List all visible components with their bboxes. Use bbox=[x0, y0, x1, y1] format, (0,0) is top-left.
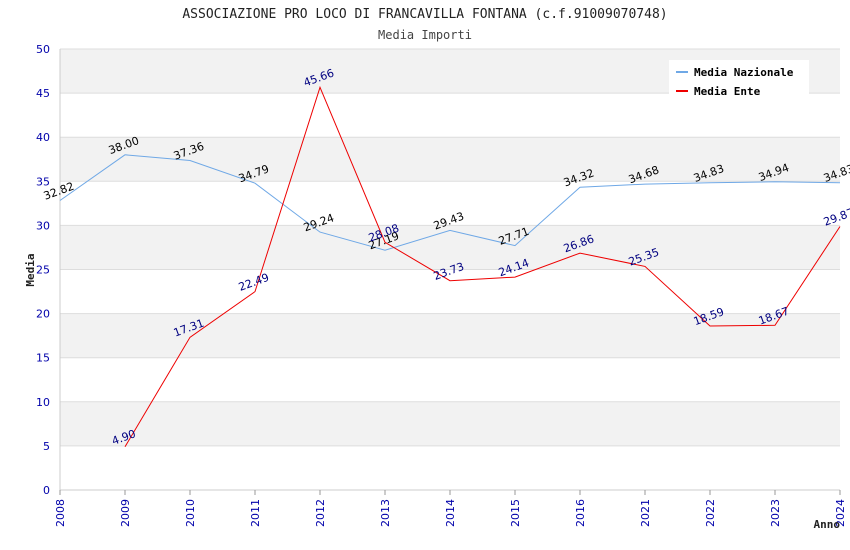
x-tick-label: 2008 bbox=[54, 499, 67, 527]
grid-band bbox=[60, 93, 840, 138]
x-tick-label: 2012 bbox=[314, 499, 327, 527]
y-tick-label: 50 bbox=[36, 43, 50, 56]
y-tick-label: 15 bbox=[36, 352, 50, 365]
grid-band bbox=[60, 269, 840, 314]
x-tick-label: 2016 bbox=[574, 499, 587, 527]
y-tick-label: 20 bbox=[36, 308, 50, 321]
y-tick-label: 30 bbox=[36, 219, 50, 232]
legend-box bbox=[669, 60, 809, 98]
grid-band bbox=[60, 225, 840, 270]
x-tick-label: 2023 bbox=[769, 499, 782, 527]
x-tick-label: 2013 bbox=[379, 499, 392, 527]
y-tick-label: 5 bbox=[43, 440, 50, 453]
x-tick-label: 2024 bbox=[834, 499, 847, 527]
y-tick-label: 45 bbox=[36, 87, 50, 100]
plot-area: 0 5 10 15 20 25 30 35 40 45 50 2008 2009 2010 2011 2012… bbox=[36, 43, 850, 527]
grid-band bbox=[60, 137, 840, 182]
x-tick-label: 2009 bbox=[119, 499, 132, 527]
grid-band bbox=[60, 313, 840, 358]
legend-entry: Media Nazionale bbox=[694, 66, 794, 79]
x-tick-label: 2021 bbox=[639, 499, 652, 527]
chart-title: ASSOCIAZIONE PRO LOCO DI FRANCAVILLA FON… bbox=[182, 7, 667, 22]
chart-subtitle: Media Importi bbox=[378, 28, 472, 42]
y-tick-label: 0 bbox=[43, 484, 50, 497]
grid-band bbox=[60, 401, 840, 446]
y-tick-label: 40 bbox=[36, 131, 50, 144]
x-tick-label: 2010 bbox=[184, 499, 197, 527]
x-axis-label: Anno bbox=[814, 518, 841, 531]
grid-band bbox=[60, 445, 840, 490]
grid-band bbox=[60, 181, 840, 226]
series-line-media-ente bbox=[124, 85, 841, 448]
legend: Media Nazionale Media Ente bbox=[669, 60, 809, 98]
x-tick-label: 2014 bbox=[444, 499, 457, 527]
x-tick-label: 2015 bbox=[509, 499, 522, 527]
y-tick-label: 35 bbox=[36, 175, 50, 188]
y-tick-label: 10 bbox=[36, 396, 50, 409]
x-tick-label: 2011 bbox=[249, 499, 262, 527]
x-tick-label: 2022 bbox=[704, 499, 717, 527]
y-tick-label: 25 bbox=[36, 264, 50, 277]
series-line-media-nazionale bbox=[59, 154, 841, 251]
legend-entry: Media Ente bbox=[694, 85, 761, 98]
y-axis-label: Media bbox=[24, 253, 37, 286]
grid-band bbox=[60, 357, 840, 402]
